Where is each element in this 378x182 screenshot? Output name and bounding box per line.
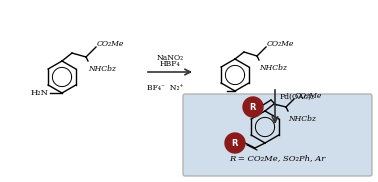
Text: R: R	[232, 139, 238, 147]
FancyBboxPatch shape	[183, 94, 372, 176]
Text: CO₂Me: CO₂Me	[267, 40, 294, 48]
Text: CO₂Me: CO₂Me	[97, 40, 124, 48]
Text: R = CO₂Me, SO₂Ph, Ar: R = CO₂Me, SO₂Ph, Ar	[229, 154, 325, 162]
Text: R: R	[250, 102, 256, 112]
Text: Pd(OAc)₂: Pd(OAc)₂	[280, 93, 315, 101]
Text: CO₂Me: CO₂Me	[295, 92, 322, 100]
Text: NHCbz: NHCbz	[288, 115, 316, 123]
Text: H₂N: H₂N	[31, 89, 49, 97]
Text: NHCbz: NHCbz	[259, 64, 287, 72]
Text: BF₄⁻  N₂⁺: BF₄⁻ N₂⁺	[147, 84, 184, 92]
Text: HBF₄: HBF₄	[160, 60, 180, 68]
Text: NHCbz: NHCbz	[88, 65, 116, 73]
Text: NaNO₂: NaNO₂	[156, 54, 184, 62]
Circle shape	[243, 97, 263, 117]
Circle shape	[225, 133, 245, 153]
